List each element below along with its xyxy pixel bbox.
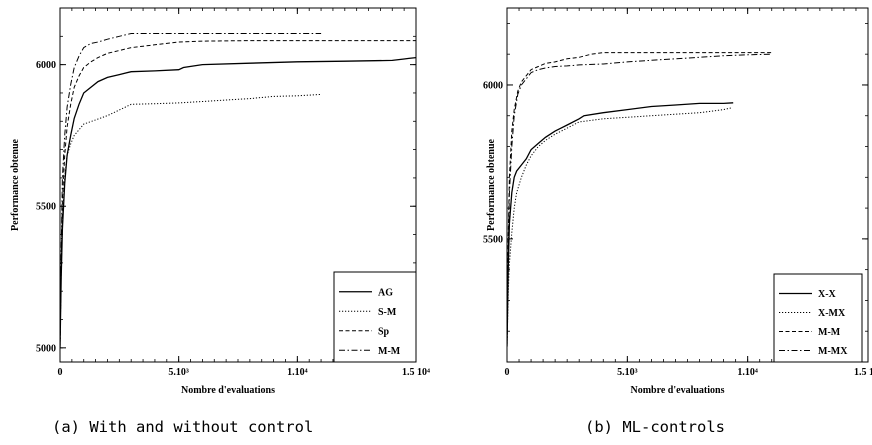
y-tick-label: 6000 — [483, 80, 503, 91]
y-axis-title: Performance obtenue — [10, 138, 21, 230]
series-line-m-mx — [507, 53, 772, 347]
y-axis-title: Performance obtenue — [486, 138, 497, 230]
legend: X-X X-MX M-M M-MX — [773, 273, 863, 363]
x-axis-title: Nombre d'evaluations — [631, 385, 725, 396]
series-line-s-m — [60, 93, 322, 348]
caption-a: (a) With and without control — [52, 418, 314, 436]
legend-label-x-x: X-X — [818, 289, 837, 300]
legend: AG S-M Sp M-M — [333, 271, 417, 363]
x-tick-label: 1.5 10⁴ — [854, 367, 872, 378]
legend-box — [773, 273, 863, 363]
series-line-x-mx — [507, 107, 731, 347]
x-tick-label: 0 — [505, 367, 510, 378]
legend-label-s-m: S-M — [378, 307, 397, 318]
y-tick-label: 6000 — [36, 60, 56, 71]
legend-label-sp: Sp — [378, 326, 390, 337]
legend-label-ag: AG — [378, 287, 393, 298]
y-tick-label: 5500 — [483, 234, 503, 245]
legend-label-x-mx: X-MX — [818, 308, 846, 319]
y-tick-label: 5000 — [36, 343, 56, 354]
x-tick-label: 1.5 10⁴ — [402, 367, 430, 378]
x-tick-label: 5.10³ — [617, 367, 638, 378]
x-tick-label: 1.10⁴ — [737, 367, 758, 378]
series-line-sp — [60, 40, 416, 348]
legend-label-m-m: M-M — [818, 327, 841, 338]
series-line-m-m — [507, 52, 772, 347]
x-tick-label: 0 — [58, 367, 63, 378]
chart-with-and-without-control: 5.10³ 1.10⁴ 1.5 10⁴ 0 5000 5500 6000 Nombre d'e… — [10, 7, 430, 396]
y-tick-label: 5500 — [36, 202, 56, 213]
legend-label-m-m: M-M — [378, 346, 401, 357]
x-tick-label: 1.10⁴ — [287, 367, 308, 378]
series-line-m-m — [60, 33, 322, 348]
chart-ml-controls: 5.10³ 1.10⁴ 1.5 10⁴ 0 5500 6000 Nombre d'evalu… — [483, 7, 872, 396]
x-axis-title: Nombre d'evaluations — [181, 385, 275, 396]
x-tick-label: 5.10³ — [168, 367, 189, 378]
legend-label-m-mx: M-MX — [818, 346, 848, 357]
caption-b: (b) ML-controls — [585, 418, 725, 436]
series-line-x-x — [507, 102, 734, 347]
legend-box — [333, 271, 417, 363]
